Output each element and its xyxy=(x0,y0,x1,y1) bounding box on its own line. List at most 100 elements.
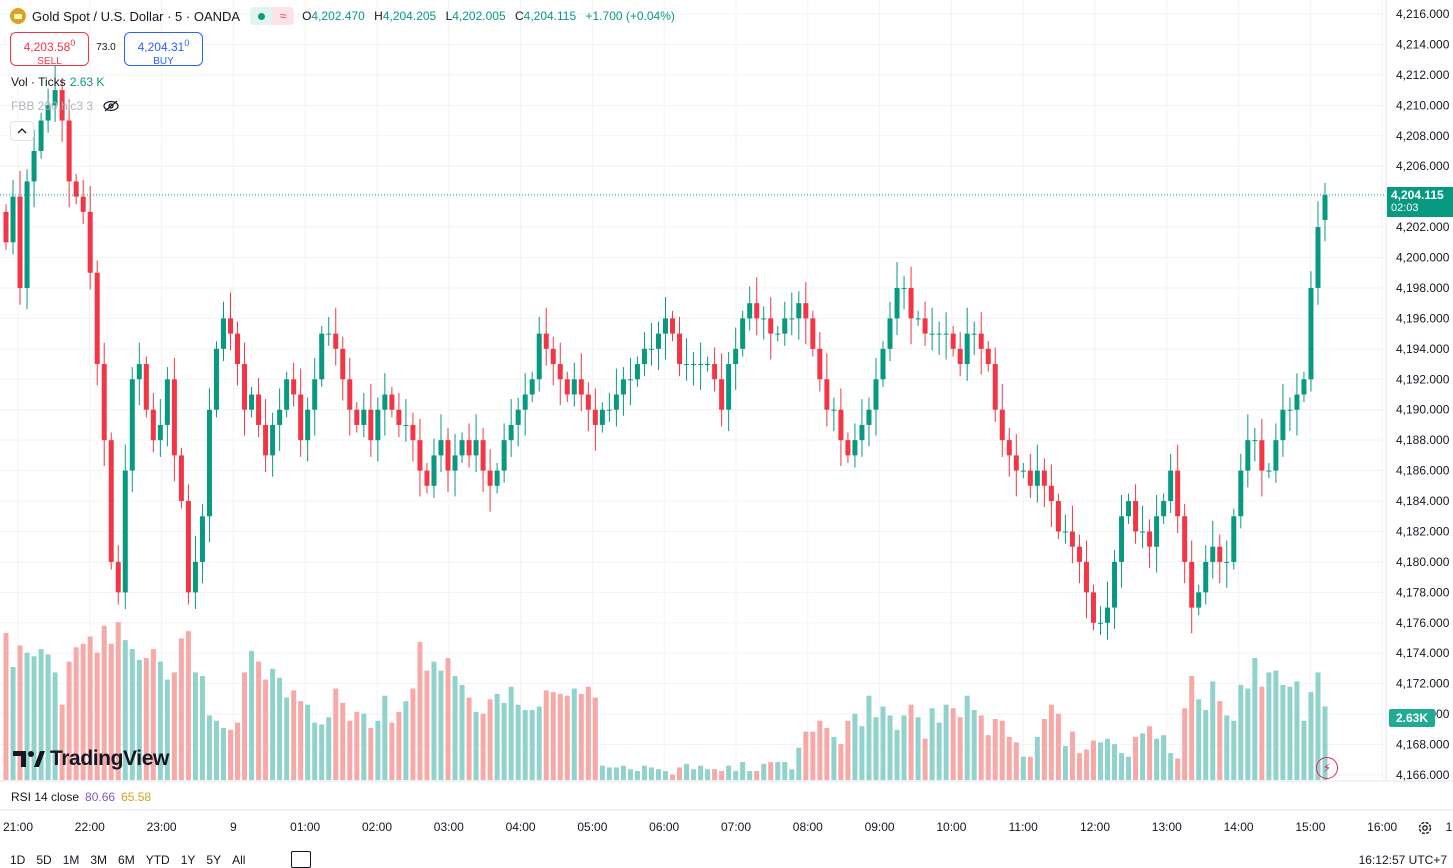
candle-body xyxy=(192,561,198,593)
volume-bar xyxy=(1006,736,1012,780)
volume-bar xyxy=(473,711,479,780)
range-1y[interactable]: 1Y xyxy=(180,853,196,867)
gear-icon[interactable] xyxy=(1417,820,1433,836)
candle-body xyxy=(1083,561,1089,593)
candle-body xyxy=(143,364,149,410)
volume-bar xyxy=(971,710,977,780)
buy-button[interactable]: 4,204.310 BUY xyxy=(124,32,203,67)
volume-bar xyxy=(1315,672,1321,780)
clock[interactable]: 16:12:57 UTC+7 xyxy=(1358,853,1447,867)
volume-bar xyxy=(1140,733,1146,780)
volume-bar xyxy=(1112,744,1118,780)
tradingview-mark-icon xyxy=(13,751,45,767)
volume-bar xyxy=(277,677,283,780)
volume-bar xyxy=(824,727,830,780)
candle-body xyxy=(817,348,823,380)
range-3m[interactable]: 3M xyxy=(90,853,108,867)
sell-button[interactable]: 4,203.580 SELL xyxy=(10,32,89,67)
candle-body xyxy=(775,333,781,335)
volume-bar xyxy=(627,769,633,780)
volume-bar xyxy=(894,729,900,780)
volume-bar xyxy=(1090,740,1096,780)
volume-bar xyxy=(585,686,591,780)
volume-bar xyxy=(333,688,339,780)
candle-body xyxy=(719,379,725,410)
price-label: 4,216.000 xyxy=(1396,7,1450,21)
volume-bar xyxy=(312,722,318,780)
candle-body xyxy=(648,348,654,350)
volume-bar xyxy=(487,699,493,780)
volume-bar xyxy=(599,765,605,780)
time-label: 16:00 xyxy=(1367,820,1398,834)
volume-bar xyxy=(634,771,640,780)
candle-body xyxy=(1062,531,1068,533)
candle-body xyxy=(845,440,851,456)
volume-bar xyxy=(698,765,704,780)
time-label: 17: xyxy=(1445,820,1453,834)
candle-body xyxy=(220,318,226,349)
candle-body xyxy=(599,409,605,425)
fbb-legend[interactable]: FBB 200 hlc3 3 xyxy=(11,99,119,113)
replay-icon[interactable]: ⚡ xyxy=(1316,757,1338,779)
candle-body xyxy=(887,318,893,349)
gold-coin-icon xyxy=(10,8,26,24)
range-1d[interactable]: 1D xyxy=(10,853,26,867)
range-ytd[interactable]: YTD xyxy=(145,853,170,867)
volume-bar xyxy=(915,717,921,780)
price-label: 4,190.000 xyxy=(1396,403,1450,417)
volume-legend[interactable]: Vol · Ticks 2.63 K xyxy=(11,75,105,89)
market-status[interactable]: ≈ xyxy=(250,7,295,25)
symbol-title[interactable]: Gold Spot / U.S. Dollar · 5 · OANDA xyxy=(32,8,241,24)
volume-bar xyxy=(564,695,570,780)
candle-body xyxy=(228,318,234,334)
volume-bar xyxy=(305,704,311,780)
range-1m[interactable]: 1M xyxy=(62,853,80,867)
volume-bar xyxy=(782,762,788,780)
volume-bar xyxy=(1161,735,1167,780)
candle-body xyxy=(1097,622,1103,624)
range-6m[interactable]: 6M xyxy=(118,853,135,867)
time-label: 01:00 xyxy=(290,820,321,834)
candle-body xyxy=(663,318,668,334)
candle-body xyxy=(480,440,486,471)
range-all[interactable]: All xyxy=(232,853,246,867)
candle-body xyxy=(157,424,163,441)
time-label: 02:00 xyxy=(361,820,393,834)
candle-body xyxy=(557,364,563,380)
eye-hidden-icon[interactable] xyxy=(103,100,119,112)
volume-bar xyxy=(87,636,93,780)
tradingview-logo[interactable]: TradingView xyxy=(12,747,169,771)
volume-bar xyxy=(543,690,549,780)
candle-body xyxy=(747,303,753,319)
candle-body xyxy=(382,394,388,410)
range-5y[interactable]: 5Y xyxy=(206,853,222,867)
volume-bar xyxy=(655,769,661,780)
candle-body xyxy=(108,440,114,562)
volume-bar xyxy=(1055,713,1061,780)
volume-bar xyxy=(1076,753,1082,780)
time-label: 11:00 xyxy=(1008,820,1038,834)
candle-body xyxy=(971,333,977,335)
collapse-legend-button[interactable] xyxy=(10,121,34,141)
candle-body xyxy=(740,318,746,349)
candle-body xyxy=(894,287,900,319)
time-label: 12:00 xyxy=(1079,820,1111,834)
rsi-legend[interactable]: RSI 14 close 80.66 65.58 xyxy=(11,790,152,804)
volume-bar xyxy=(291,690,297,780)
volume-bar xyxy=(1280,684,1286,780)
candle-body xyxy=(824,379,830,410)
calendar-icon[interactable] xyxy=(291,851,311,868)
candle-body xyxy=(1119,516,1125,562)
candle-body xyxy=(1322,195,1328,220)
volume-bar xyxy=(522,710,528,780)
candle-body xyxy=(859,424,865,441)
volume-bar xyxy=(66,661,72,780)
range-5d[interactable]: 5D xyxy=(36,853,52,867)
candle-body xyxy=(1196,592,1202,608)
time-label: 04:00 xyxy=(505,820,536,834)
candle-body xyxy=(438,440,444,456)
volume-bar xyxy=(326,717,332,780)
volume-bar xyxy=(641,765,647,780)
candle-body xyxy=(1090,592,1096,623)
